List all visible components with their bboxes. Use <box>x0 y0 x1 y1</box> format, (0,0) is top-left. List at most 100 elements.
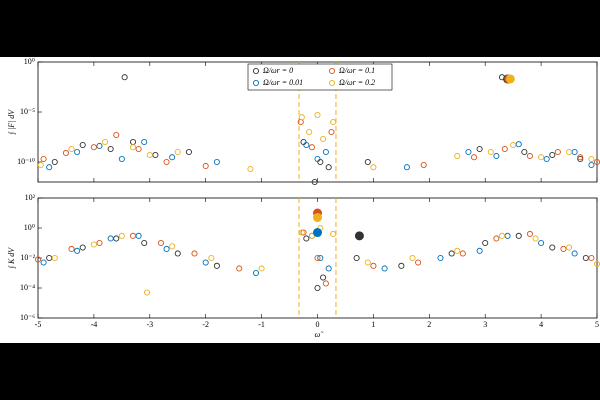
data-point <box>322 280 329 287</box>
data-point <box>129 138 137 146</box>
data-point <box>543 155 550 163</box>
data-point <box>79 141 86 149</box>
data-point <box>448 250 455 257</box>
x-tick-label: 3 <box>483 320 487 329</box>
data-point <box>314 111 321 119</box>
data-point <box>62 149 69 157</box>
data-point <box>409 254 416 262</box>
data-point <box>454 152 461 160</box>
data-point <box>146 151 153 159</box>
data-point <box>113 131 120 139</box>
data-point <box>107 235 114 242</box>
x-tick-label: -3 <box>146 320 153 329</box>
data-point <box>532 235 539 242</box>
data-point <box>202 259 209 266</box>
data-point <box>96 142 103 150</box>
data-point <box>487 148 494 156</box>
data-point <box>90 241 97 248</box>
data-point <box>163 245 170 253</box>
data-point <box>185 148 192 156</box>
data-point <box>353 254 360 262</box>
y-tick-label: 10⁰ <box>24 57 35 66</box>
x-tick-label: 2 <box>427 320 431 329</box>
data-point <box>322 148 329 156</box>
y-tick-label: 10⁰ <box>24 223 35 232</box>
data-point <box>364 158 371 166</box>
data-point <box>163 158 170 166</box>
data-point <box>34 256 42 263</box>
data-point <box>169 243 176 250</box>
data-point <box>381 265 388 272</box>
data-point <box>314 284 321 292</box>
data-point <box>208 254 215 262</box>
data-point <box>174 148 181 156</box>
data-point <box>476 247 483 254</box>
data-point <box>501 145 508 153</box>
data-point <box>308 144 315 151</box>
legend-label: Ω/ωr = 0 <box>263 66 293 75</box>
data-point <box>320 274 327 281</box>
data-point <box>213 262 220 269</box>
y-tick-label: 10⁻¹⁰ <box>17 157 35 166</box>
data-point <box>303 141 310 149</box>
data-point <box>113 235 120 242</box>
highlight-point <box>313 213 322 223</box>
data-point <box>79 244 86 251</box>
data-point <box>96 239 103 247</box>
data-point <box>102 138 109 146</box>
data-point <box>51 254 58 262</box>
data-point <box>330 230 337 238</box>
data-point <box>549 244 556 251</box>
data-point <box>325 164 332 171</box>
data-point <box>526 230 533 238</box>
data-point <box>566 148 573 156</box>
data-point <box>577 154 584 161</box>
data-point <box>68 245 75 253</box>
y-tick-label: 10⁻⁶ <box>20 313 35 322</box>
data-point <box>370 164 377 171</box>
data-point <box>191 250 198 257</box>
data-point <box>40 155 47 163</box>
data-point <box>498 232 506 239</box>
data-point <box>588 254 595 262</box>
data-point <box>493 152 500 160</box>
data-point <box>437 254 444 262</box>
y-tick-label: 10² <box>25 193 36 202</box>
data-point <box>476 145 483 153</box>
x-tick-label: 4 <box>539 320 543 329</box>
data-point <box>325 265 332 272</box>
data-point <box>582 254 589 262</box>
data-point <box>129 144 137 151</box>
data-point <box>403 164 410 171</box>
data-point <box>121 74 128 81</box>
data-point <box>74 148 81 156</box>
data-point <box>252 269 260 277</box>
data-point <box>40 259 47 266</box>
x-axis-label: ω̃ <box>315 330 325 339</box>
data-point <box>515 141 522 148</box>
data-point <box>560 245 567 253</box>
data-point <box>314 155 321 163</box>
x-tick-label: 5 <box>595 320 599 329</box>
data-point <box>141 239 148 247</box>
data-point <box>515 232 522 239</box>
data-point <box>202 162 209 170</box>
data-point <box>213 158 220 166</box>
data-point <box>46 254 53 262</box>
data-point <box>588 161 595 169</box>
letterbox <box>0 0 600 57</box>
data-point <box>298 229 305 236</box>
data-point <box>300 229 307 236</box>
data-point <box>504 232 511 239</box>
data-point <box>314 254 321 262</box>
data-point <box>415 259 422 266</box>
data-point <box>118 232 125 239</box>
data-point <box>465 148 472 156</box>
y-axis-label: ∫ K dV <box>7 247 16 270</box>
data-point <box>157 239 165 247</box>
legend-label: Ω/ωr = 0.2 <box>339 78 375 87</box>
data-point <box>311 178 318 186</box>
data-point <box>330 118 337 126</box>
